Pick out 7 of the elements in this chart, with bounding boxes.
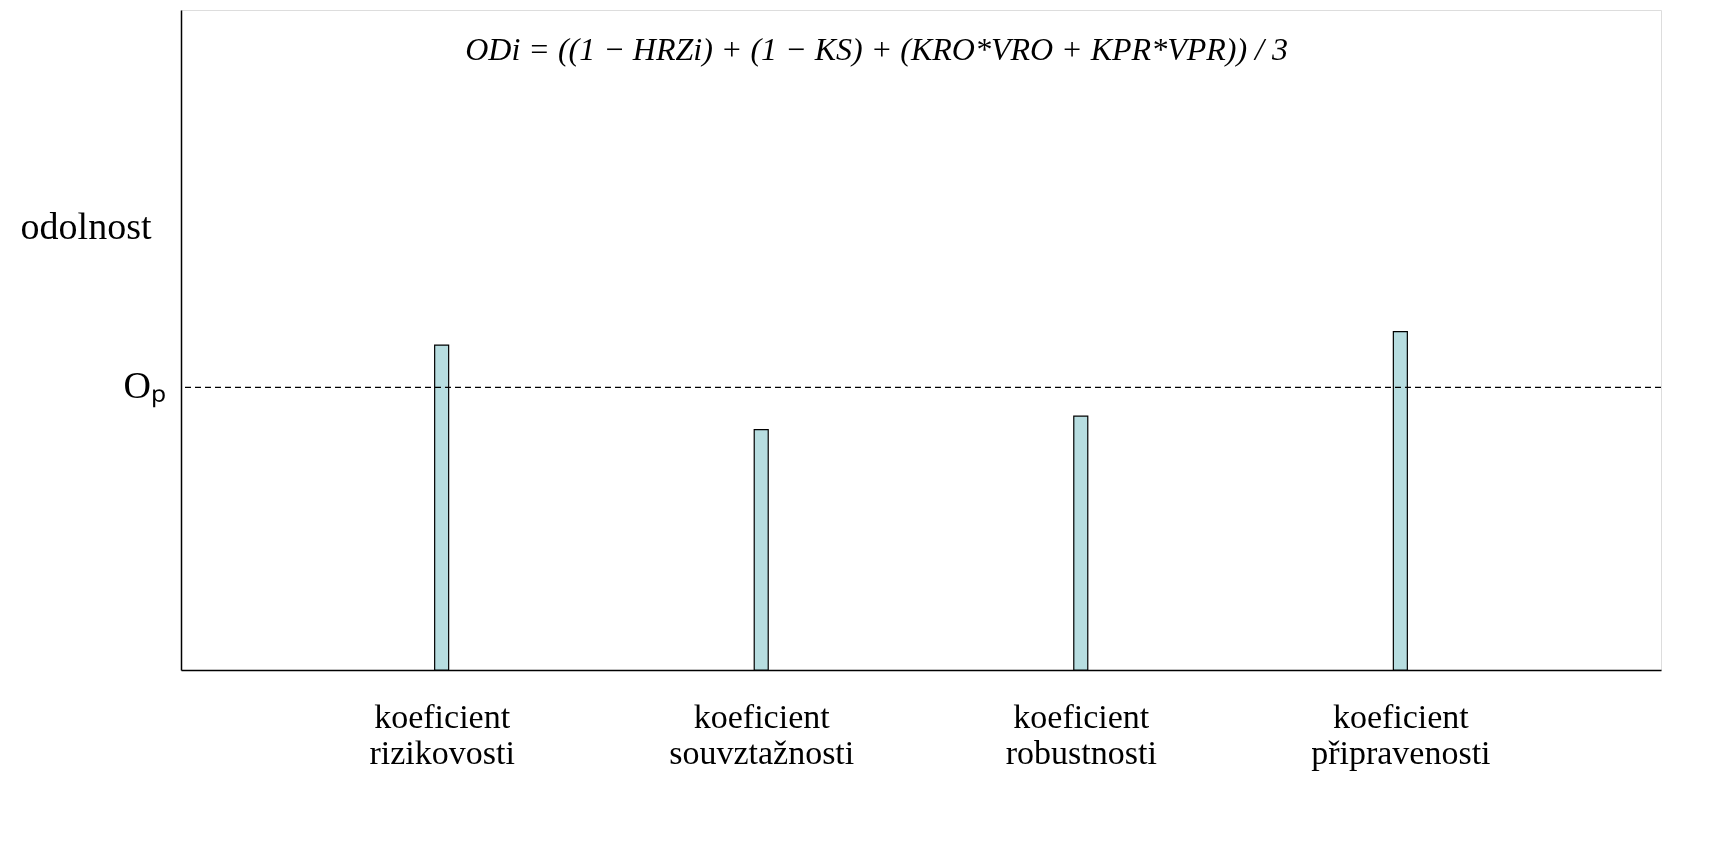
x-tick-label: koeficient souvztažnosti <box>669 697 855 771</box>
ref-line-label: Oₚ <box>123 364 166 409</box>
x-tick-label: koeficient rizikovosti <box>369 697 515 771</box>
x-tick-label: koeficient robustnosti <box>1005 697 1157 771</box>
y-axis-title: odolnost <box>20 205 152 248</box>
x-tick-label: koeficient připravenosti <box>1311 697 1491 771</box>
text: ODi = ((1 − HRZi) + (1 − KS) + (KRO*VRO + KPR*VPR)) / 3 <box>465 31 1288 67</box>
